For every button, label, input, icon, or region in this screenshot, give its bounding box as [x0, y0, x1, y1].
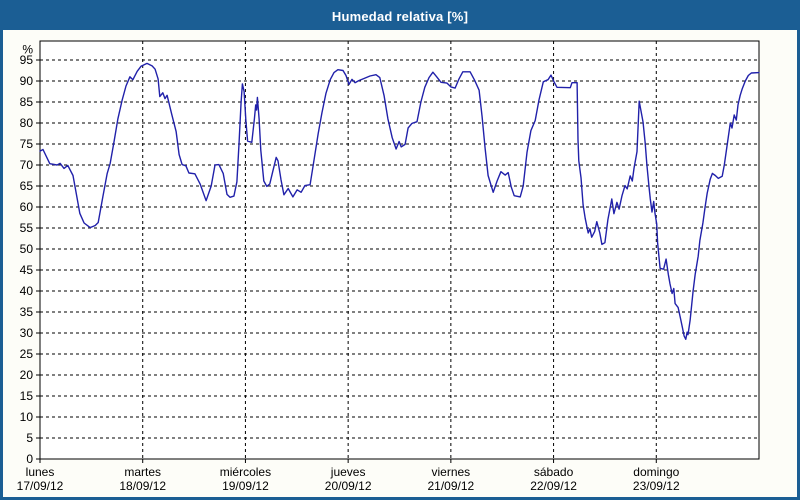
y-tick-label: 60	[20, 200, 34, 214]
x-date-label: 18/09/12	[119, 479, 166, 493]
y-tick-label: 70	[20, 158, 34, 172]
y-tick-label: 65	[20, 179, 34, 193]
y-tick-label: 40	[20, 284, 34, 298]
x-day-label: sábado	[534, 465, 574, 479]
x-day-label: miércoles	[220, 465, 271, 479]
humidity-series-line	[39, 62, 760, 340]
x-date-label: 20/09/12	[325, 479, 372, 493]
y-tick-label: 80	[20, 116, 34, 130]
y-tick-label: 50	[20, 242, 34, 256]
y-tick-label: 75	[20, 137, 34, 151]
x-date-label: 17/09/12	[17, 479, 64, 493]
x-date-label: 19/09/12	[222, 479, 269, 493]
y-tick-label: 30	[20, 326, 34, 340]
y-tick-label: 10	[20, 410, 34, 424]
y-tick-label: 15	[20, 389, 34, 403]
y-tick-label: 35	[20, 305, 34, 319]
y-tick-label: 90	[20, 74, 34, 88]
x-date-label: 21/09/12	[427, 479, 474, 493]
x-day-label: domingo	[633, 465, 679, 479]
y-axis-unit-label: %	[22, 43, 33, 57]
x-date-label: 22/09/12	[530, 479, 577, 493]
chart-title-bar: Humedad relativa [%]	[3, 3, 797, 30]
y-tick-label: 45	[20, 263, 34, 277]
y-tick-label: 0	[26, 452, 33, 466]
x-day-label: martes	[124, 465, 161, 479]
humidity-line-chart: 0 5 10 15 20 25 30 35 40 45 50 55 60 65 70 75 80 85 90 95% l…	[17, 40, 760, 493]
y-tick-label: 85	[20, 95, 34, 109]
chart-title: Humedad relativa [%]	[331, 9, 469, 24]
x-day-label: viernes	[432, 465, 471, 479]
y-tick-label: 25	[20, 347, 34, 361]
plot-frame	[39, 40, 760, 460]
y-tick-label: 55	[20, 221, 34, 235]
x-date-label: 23/09/12	[633, 479, 680, 493]
y-tick-label: 95	[20, 53, 34, 67]
x-day-label: lunes	[26, 465, 55, 479]
y-tick-label: 20	[20, 368, 34, 382]
x-day-label: jueves	[330, 465, 366, 479]
y-tick-label: 5	[26, 431, 33, 445]
